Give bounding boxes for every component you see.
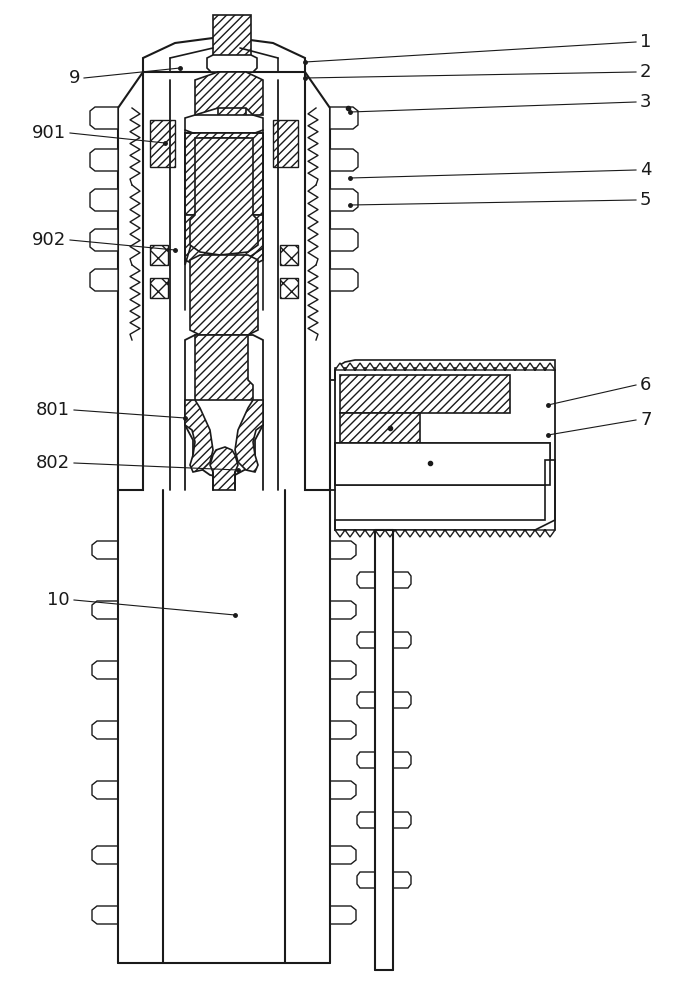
Polygon shape xyxy=(190,255,258,335)
Polygon shape xyxy=(330,229,358,251)
Polygon shape xyxy=(330,107,358,129)
Text: 1: 1 xyxy=(640,33,651,51)
Polygon shape xyxy=(330,721,356,739)
Polygon shape xyxy=(190,138,258,255)
Bar xyxy=(280,245,298,265)
Polygon shape xyxy=(330,541,356,559)
Polygon shape xyxy=(330,269,358,291)
Polygon shape xyxy=(330,661,356,679)
Polygon shape xyxy=(357,752,375,768)
Text: 901: 901 xyxy=(32,124,66,142)
Polygon shape xyxy=(90,269,118,291)
Polygon shape xyxy=(357,572,375,588)
Polygon shape xyxy=(235,400,263,472)
Polygon shape xyxy=(330,189,358,211)
Bar xyxy=(150,278,168,298)
Polygon shape xyxy=(330,781,356,799)
Bar xyxy=(340,413,420,443)
Polygon shape xyxy=(92,906,118,924)
Polygon shape xyxy=(393,812,411,828)
Polygon shape xyxy=(90,189,118,211)
Polygon shape xyxy=(357,812,375,828)
Polygon shape xyxy=(393,752,411,768)
Polygon shape xyxy=(393,692,411,708)
Bar xyxy=(150,120,175,167)
Polygon shape xyxy=(335,363,555,370)
Text: 801: 801 xyxy=(36,401,70,419)
Polygon shape xyxy=(357,632,375,648)
Bar xyxy=(340,375,510,413)
Polygon shape xyxy=(330,149,358,171)
Bar xyxy=(150,245,168,265)
Polygon shape xyxy=(335,360,555,380)
Polygon shape xyxy=(305,72,330,490)
Text: 902: 902 xyxy=(32,231,66,249)
Polygon shape xyxy=(207,55,257,72)
Text: 3: 3 xyxy=(640,93,652,111)
Polygon shape xyxy=(92,846,118,864)
Polygon shape xyxy=(357,872,375,888)
Polygon shape xyxy=(90,107,118,129)
Bar xyxy=(218,72,246,134)
Polygon shape xyxy=(92,781,118,799)
Polygon shape xyxy=(118,72,143,490)
Polygon shape xyxy=(357,692,375,708)
Polygon shape xyxy=(92,721,118,739)
Polygon shape xyxy=(185,215,263,265)
Polygon shape xyxy=(185,335,263,477)
Polygon shape xyxy=(330,601,356,619)
Bar xyxy=(213,15,251,70)
Polygon shape xyxy=(90,149,118,171)
Text: 5: 5 xyxy=(640,191,652,209)
Polygon shape xyxy=(210,447,238,490)
Text: 7: 7 xyxy=(640,411,652,429)
Polygon shape xyxy=(195,72,263,115)
Polygon shape xyxy=(90,229,118,251)
Polygon shape xyxy=(185,133,263,215)
Text: 2: 2 xyxy=(640,63,652,81)
Text: 9: 9 xyxy=(68,69,80,87)
Polygon shape xyxy=(185,115,263,133)
Bar xyxy=(280,278,298,298)
Text: 10: 10 xyxy=(48,591,70,609)
Polygon shape xyxy=(393,872,411,888)
Text: 4: 4 xyxy=(640,161,652,179)
Polygon shape xyxy=(330,906,356,924)
Polygon shape xyxy=(195,335,253,400)
Polygon shape xyxy=(335,443,555,530)
Bar xyxy=(273,120,298,167)
Text: 802: 802 xyxy=(36,454,70,472)
Polygon shape xyxy=(185,133,263,265)
Polygon shape xyxy=(185,400,213,472)
Polygon shape xyxy=(92,601,118,619)
Polygon shape xyxy=(330,846,356,864)
Text: 6: 6 xyxy=(640,376,651,394)
Polygon shape xyxy=(393,632,411,648)
Polygon shape xyxy=(335,530,555,537)
Polygon shape xyxy=(92,661,118,679)
Polygon shape xyxy=(393,572,411,588)
Polygon shape xyxy=(92,541,118,559)
Bar xyxy=(335,443,550,485)
Polygon shape xyxy=(143,38,305,72)
